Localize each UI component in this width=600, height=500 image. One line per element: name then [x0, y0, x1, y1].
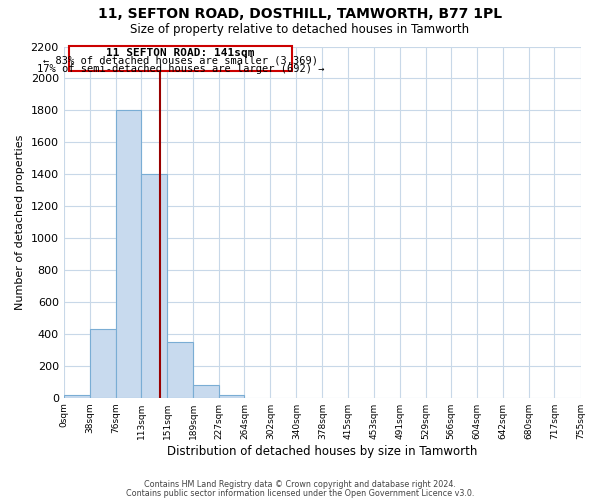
Bar: [219, 394, 244, 398]
Bar: [64, 394, 89, 398]
Y-axis label: Number of detached properties: Number of detached properties: [15, 134, 25, 310]
Text: Contains public sector information licensed under the Open Government Licence v3: Contains public sector information licen…: [126, 488, 474, 498]
Bar: [193, 385, 219, 398]
Bar: [89, 329, 116, 398]
Bar: [69, 46, 292, 71]
Bar: [141, 174, 167, 398]
X-axis label: Distribution of detached houses by size in Tamworth: Distribution of detached houses by size …: [167, 444, 477, 458]
Text: Contains HM Land Registry data © Crown copyright and database right 2024.: Contains HM Land Registry data © Crown c…: [144, 480, 456, 489]
Bar: [116, 110, 141, 398]
Text: 11 SEFTON ROAD: 141sqm: 11 SEFTON ROAD: 141sqm: [106, 48, 254, 58]
Text: ← 83% of detached houses are smaller (3,369): ← 83% of detached houses are smaller (3,…: [43, 56, 318, 66]
Text: Size of property relative to detached houses in Tamworth: Size of property relative to detached ho…: [130, 22, 470, 36]
Text: 11, SEFTON ROAD, DOSTHILL, TAMWORTH, B77 1PL: 11, SEFTON ROAD, DOSTHILL, TAMWORTH, B77…: [98, 8, 502, 22]
Text: 17% of semi-detached houses are larger (692) →: 17% of semi-detached houses are larger (…: [37, 64, 324, 74]
Bar: [167, 342, 193, 398]
